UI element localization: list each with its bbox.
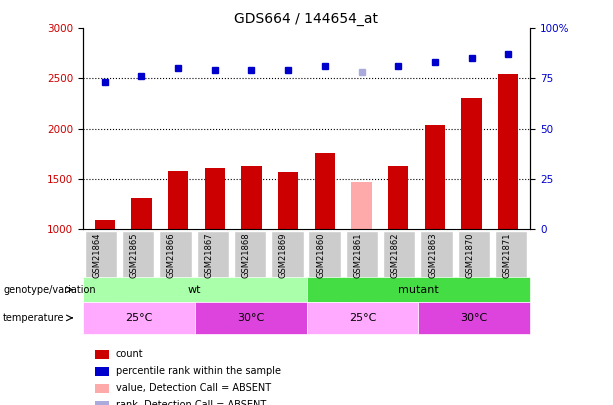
Bar [425, 125, 445, 229]
Text: GSM21864: GSM21864 [93, 233, 101, 278]
Bar [314, 153, 335, 229]
Text: 30°C: 30°C [461, 313, 488, 323]
Text: GSM21862: GSM21862 [390, 233, 400, 278]
Text: GSM21871: GSM21871 [503, 233, 512, 278]
Text: 25°C: 25°C [125, 313, 153, 323]
Text: GSM21868: GSM21868 [242, 233, 251, 279]
Text: wt: wt [188, 285, 202, 294]
Text: count: count [116, 350, 143, 359]
Bar [242, 166, 262, 229]
Text: genotype/variation: genotype/variation [3, 285, 96, 294]
Text: value, Detection Call = ABSENT: value, Detection Call = ABSENT [116, 384, 271, 393]
Text: GSM21866: GSM21866 [167, 233, 176, 279]
Bar [278, 172, 299, 229]
Bar [131, 198, 151, 229]
Bar [94, 220, 115, 229]
Text: 25°C: 25°C [349, 313, 376, 323]
Text: GSM21869: GSM21869 [279, 233, 288, 278]
Text: GSM21863: GSM21863 [428, 233, 437, 279]
Text: GSM21860: GSM21860 [316, 233, 325, 278]
Text: rank, Detection Call = ABSENT: rank, Detection Call = ABSENT [116, 401, 266, 405]
Text: percentile rank within the sample: percentile rank within the sample [116, 367, 281, 376]
Bar [205, 168, 225, 229]
Text: GSM21867: GSM21867 [204, 233, 213, 279]
Text: 30°C: 30°C [237, 313, 264, 323]
Bar [462, 98, 482, 229]
Text: temperature: temperature [3, 313, 64, 323]
Text: mutant: mutant [398, 285, 439, 294]
Bar [388, 166, 408, 229]
Bar [351, 182, 371, 229]
Text: GSM21870: GSM21870 [465, 233, 474, 278]
Bar [168, 171, 188, 229]
Text: GSM21865: GSM21865 [130, 233, 139, 278]
Text: GDS664 / 144654_at: GDS664 / 144654_at [235, 12, 378, 26]
Bar [498, 75, 519, 229]
Text: GSM21861: GSM21861 [354, 233, 362, 278]
